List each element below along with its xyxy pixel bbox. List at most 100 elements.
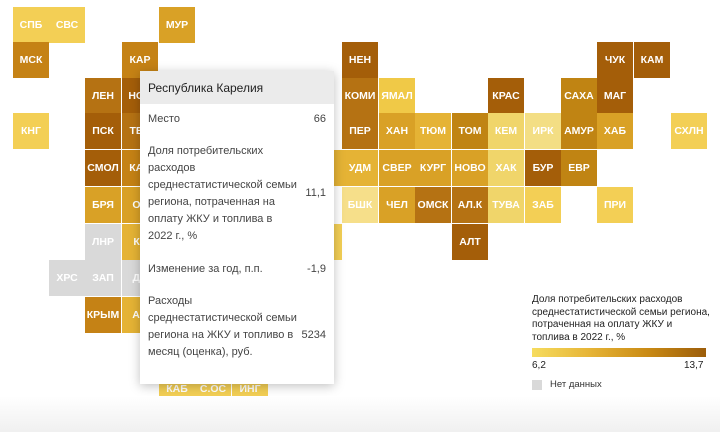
region-code: ЯМАЛ: [381, 90, 413, 102]
tooltip-row-spend: Расходы среднестатистической семьи регио…: [148, 293, 326, 361]
region-code: МУР: [165, 19, 189, 31]
region-tile[interactable]: ЗАП: [85, 260, 121, 296]
region-code: БШК: [347, 199, 373, 211]
region-code: ПРИ: [603, 199, 627, 211]
region-code: ПЕР: [349, 125, 371, 137]
region-tile[interactable]: ЕВР: [561, 150, 597, 186]
region-tile[interactable]: ХРС: [49, 260, 85, 296]
region-tile[interactable]: КОМИ: [342, 78, 378, 114]
region-code: ЧЕЛ: [386, 199, 408, 211]
region-tile[interactable]: МСК: [13, 42, 49, 78]
region-code: С.ОС: [199, 383, 227, 395]
tooltip-label: Изменение за год, п.п.: [148, 263, 263, 275]
region-code: КАР: [129, 54, 151, 66]
tooltip-row-rank: Место 66: [148, 111, 326, 128]
region-code: ТЮМ: [420, 125, 446, 137]
region-code: ЛЕН: [92, 90, 114, 102]
region-code: ОМСК: [417, 199, 449, 211]
region-code: ТУВА: [492, 199, 520, 211]
region-code: СПБ: [19, 19, 43, 31]
region-tile[interactable]: ОМСК: [415, 187, 451, 223]
region-code: СВЕР: [382, 162, 412, 174]
region-tile[interactable]: ПСК: [85, 113, 121, 149]
region-tile-partial[interactable]: [334, 224, 342, 260]
region-tile[interactable]: ХАБ: [597, 113, 633, 149]
region-tile[interactable]: НЕН: [342, 42, 378, 78]
region-tooltip: Республика Карелия Место 66 Доля потреби…: [140, 71, 334, 384]
region-code: КЕМ: [494, 125, 518, 137]
region-code: ХАК: [495, 162, 517, 174]
tooltip-value: 5234: [301, 329, 326, 341]
region-tile[interactable]: САХА: [561, 78, 597, 114]
region-tile[interactable]: СХЛН: [671, 113, 707, 149]
legend-gradient-bar: [532, 348, 706, 357]
region-tile[interactable]: СМОЛ: [85, 150, 121, 186]
no-data-swatch: [532, 380, 542, 390]
region-tile[interactable]: ПЕР: [342, 113, 378, 149]
region-code: СМОЛ: [87, 162, 119, 174]
region-code: ИРК: [532, 125, 554, 137]
region-tile[interactable]: УДМ: [342, 150, 378, 186]
region-tile[interactable]: ЯМАЛ: [379, 78, 415, 114]
tooltip-row-change: Изменение за год, п.п. -1,9: [148, 261, 326, 278]
region-tile[interactable]: ИРК: [525, 113, 561, 149]
region-tile[interactable]: БУР: [525, 150, 561, 186]
region-code: ЕВР: [568, 162, 590, 174]
no-data-label: Нет данных: [550, 379, 602, 390]
region-code: КУРГ: [419, 162, 447, 174]
region-code: САХА: [564, 90, 594, 102]
region-tile[interactable]: СПБ: [13, 7, 49, 43]
region-tile[interactable]: АЛ.К: [452, 187, 488, 223]
region-tile[interactable]: МУР: [159, 7, 195, 43]
region-tile[interactable]: ПРИ: [597, 187, 633, 223]
region-tile[interactable]: КУРГ: [415, 150, 451, 186]
region-tile[interactable]: ТОМ: [452, 113, 488, 149]
region-code: ЛНР: [92, 236, 114, 248]
region-code: СХЛН: [674, 125, 704, 137]
region-tile[interactable]: ЧЕЛ: [379, 187, 415, 223]
region-code: ЗАП: [92, 272, 114, 284]
region-tile[interactable]: БРЯ: [85, 187, 121, 223]
region-tile[interactable]: ХАН: [379, 113, 415, 149]
region-tile[interactable]: КРАС: [488, 78, 524, 114]
region-code: БРЯ: [92, 199, 114, 211]
region-code: НОВО: [454, 162, 486, 174]
region-tile[interactable]: АМУР: [561, 113, 597, 149]
region-tile[interactable]: ЗАБ: [525, 187, 561, 223]
region-tile[interactable]: КНГ: [13, 113, 49, 149]
region-tile[interactable]: ХАК: [488, 150, 524, 186]
region-tile[interactable]: АЛТ: [452, 224, 488, 260]
legend-max-value: 13,7: [684, 360, 704, 371]
region-tile[interactable]: КЕМ: [488, 113, 524, 149]
region-code: МАГ: [603, 90, 627, 102]
region-tile[interactable]: КАМ: [634, 42, 670, 78]
region-code: ИНГ: [239, 383, 261, 395]
region-tile[interactable]: ЧУК: [597, 42, 633, 78]
footer-fade: [0, 396, 720, 432]
region-code: КРАС: [492, 90, 520, 102]
region-tile[interactable]: ЛНР: [85, 224, 121, 260]
tooltip-label: Место: [148, 113, 180, 125]
region-tile[interactable]: ТУВА: [488, 187, 524, 223]
region-tile[interactable]: МАГ: [597, 78, 633, 114]
tooltip-value: 11,1: [305, 187, 326, 199]
region-code: ЧУК: [604, 54, 626, 66]
region-code: СВС: [55, 19, 79, 31]
region-code: НЕН: [348, 54, 372, 66]
region-code: ХАБ: [603, 125, 627, 137]
region-tile[interactable]: КРЫМ: [85, 297, 121, 333]
region-code: ЗАБ: [532, 199, 554, 211]
region-tile[interactable]: ЛЕН: [85, 78, 121, 114]
region-tile[interactable]: СВЕР: [379, 150, 415, 186]
region-code: ХАН: [385, 125, 409, 137]
region-code: ТОМ: [458, 125, 482, 137]
tooltip-label: Расходы среднестатистической семьи регио…: [148, 295, 297, 358]
region-tile[interactable]: СВС: [49, 7, 85, 43]
region-code: АМУР: [564, 125, 594, 137]
region-tile[interactable]: БШК: [342, 187, 378, 223]
tooltip-title: Республика Карелия: [140, 71, 334, 104]
region-tile[interactable]: НОВО: [452, 150, 488, 186]
region-tile[interactable]: ТЮМ: [415, 113, 451, 149]
region-tile-partial[interactable]: [334, 150, 342, 186]
region-code: АЛТ: [459, 236, 481, 248]
